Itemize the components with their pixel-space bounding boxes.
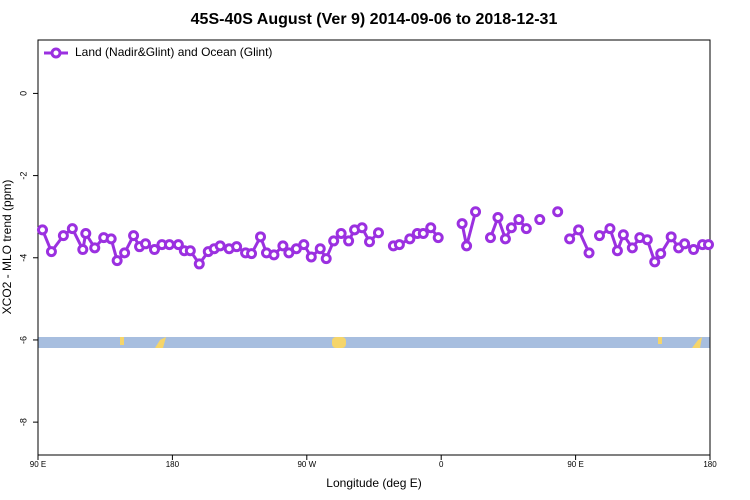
data-point: [320, 253, 332, 265]
data-point: [552, 206, 564, 218]
data-point: [492, 212, 504, 224]
data-point: [665, 231, 677, 243]
data-point: [356, 222, 368, 234]
ocean-band: [38, 337, 710, 348]
data-point: [611, 245, 623, 257]
data-point: [184, 245, 196, 257]
data-point: [679, 238, 691, 250]
data-point: [564, 233, 576, 245]
data-point: [328, 235, 340, 247]
data-point: [148, 244, 160, 256]
data-point: [456, 218, 468, 230]
data-point: [461, 240, 473, 252]
data-point: [231, 241, 243, 253]
x-tick-label: 180: [703, 460, 717, 469]
data-point: [372, 227, 384, 239]
data-point: [573, 224, 585, 236]
land-ocean-strip: [38, 337, 710, 348]
data-point: [484, 232, 496, 244]
data-point: [626, 242, 638, 254]
data-point: [255, 231, 267, 243]
data-point: [335, 228, 347, 240]
x-tick-label: 90 E: [567, 460, 583, 469]
data-point: [499, 233, 511, 245]
land-patch: [658, 337, 662, 344]
x-tick-label: 90 E: [30, 460, 46, 469]
data-point: [432, 232, 444, 244]
data-point: [343, 235, 355, 247]
y-axis-label: XCO2 - MLO trend (ppm): [0, 180, 14, 315]
land-patch: [332, 337, 346, 348]
data-point: [89, 242, 101, 254]
legend-marker: [50, 47, 62, 59]
data-point: [425, 222, 437, 234]
y-tick-label: -4: [18, 254, 28, 262]
data-point: [57, 230, 69, 242]
data-point: [66, 223, 78, 235]
land-patch: [120, 337, 124, 345]
data-point: [604, 223, 616, 235]
y-tick-label: -8: [18, 418, 28, 426]
land-patch: [155, 337, 166, 348]
x-tick-label: 0: [439, 460, 444, 469]
data-point: [505, 222, 517, 234]
data-point: [305, 251, 317, 263]
x-tick-label: 180: [166, 460, 180, 469]
y-tick-label: 0: [18, 91, 28, 96]
data-point: [172, 239, 184, 251]
y-tick-label: -2: [18, 172, 28, 180]
data-point: [105, 233, 117, 245]
data-point: [470, 206, 482, 218]
data-point: [314, 243, 326, 255]
data-point: [193, 258, 205, 270]
data-point: [214, 240, 226, 252]
land-patch: [692, 337, 702, 348]
data-point: [36, 224, 48, 236]
data-point: [45, 246, 57, 258]
data-point: [246, 248, 258, 260]
data-point: [688, 244, 700, 256]
x-axis-label: Longitude (deg E): [326, 476, 421, 490]
data-point: [163, 239, 175, 251]
data-point: [593, 230, 605, 242]
data-point: [655, 248, 667, 260]
data-point: [641, 234, 653, 246]
data-point: [417, 228, 429, 240]
data-line: [41, 211, 709, 266]
y-tick-label: -6: [18, 336, 28, 344]
data-point: [583, 247, 595, 259]
data-point: [617, 229, 629, 241]
data-point: [513, 214, 525, 226]
data-point: [80, 228, 92, 240]
data-point: [268, 249, 280, 261]
data-point: [534, 214, 546, 226]
data-point: [298, 239, 310, 251]
data-point: [119, 247, 131, 259]
x-tick-label: 90 W: [297, 460, 316, 469]
data-point: [364, 236, 376, 248]
data-point: [703, 239, 715, 251]
data-point: [77, 244, 89, 256]
data-point: [393, 239, 405, 251]
legend-label: Land (Nadir&Glint) and Ocean (Glint): [75, 45, 272, 59]
data-point: [520, 223, 532, 235]
data-point: [649, 256, 661, 268]
data-point: [111, 255, 123, 267]
data-point: [404, 233, 416, 245]
data-point: [277, 240, 289, 252]
data-point: [140, 238, 152, 250]
data-point: [128, 230, 140, 242]
chart-title: 45S-40S August (Ver 9) 2014-09-06 to 201…: [191, 11, 558, 28]
